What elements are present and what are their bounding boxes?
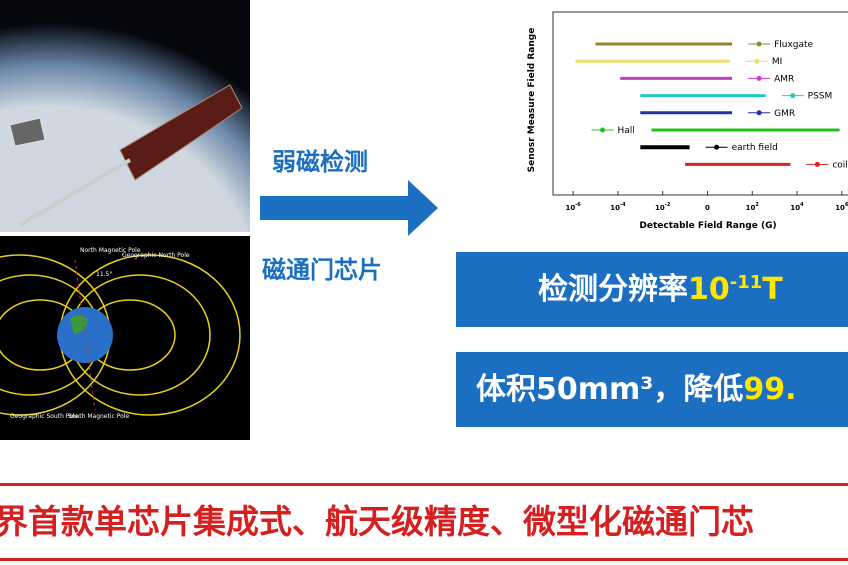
x-tick-label: 102 <box>746 202 760 212</box>
resolution-box: 检测分辨率10-11T <box>456 252 848 327</box>
legend-label: coil <box>832 160 847 170</box>
label: 11.5° <box>96 271 112 278</box>
label: South Magnetic Pole <box>68 413 129 420</box>
tick-exp: -6 <box>575 202 581 208</box>
x-tick-label: 0 <box>705 204 710 212</box>
box-value: 99. <box>743 372 797 407</box>
range-chart: Senosr Measure Field Range Detectable Fi… <box>527 11 848 231</box>
tick-exp: 2 <box>755 202 759 208</box>
arrow <box>260 180 438 236</box>
legend-label: MI <box>772 57 782 67</box>
tick-base: 10 <box>746 204 756 212</box>
arrow-top-text: 弱磁检测 <box>272 148 368 176</box>
legend-label: AMR <box>774 74 794 84</box>
box-text: 检测分辨率 <box>538 272 688 307</box>
tick-exp: 6 <box>845 202 848 208</box>
legend-label: Fluxgate <box>774 40 813 50</box>
legend-marker <box>790 93 796 99</box>
x-tick-label: 10-2 <box>655 202 671 212</box>
tick-base: 10 <box>835 204 845 212</box>
banner-text: 界首款单芯片集成式、航天级精度、微型化磁通门芯 <box>0 502 754 541</box>
frame <box>552 11 848 196</box>
tick-exp: 4 <box>800 202 804 208</box>
label: North Magnetic Pole <box>80 247 141 254</box>
legend-marker <box>600 127 606 133</box>
tick-base: 10 <box>610 204 620 212</box>
box-text: 体积50mm³，降低 <box>476 372 744 407</box>
images: North Magnetic Pole Geographic North Pol… <box>0 0 250 440</box>
tick-base: 10 <box>565 204 575 212</box>
box-value: 10 <box>688 272 730 307</box>
arrow-bottom-text: 磁通门芯片 <box>262 256 382 284</box>
tick-base: 10 <box>655 204 665 212</box>
volume-box: 体积50mm³，降低99. <box>456 352 848 427</box>
legend-marker <box>714 144 720 150</box>
legend-marker <box>756 41 762 47</box>
legend-label: PSSM <box>808 92 833 102</box>
box-unit: T <box>762 272 783 307</box>
x-tick-label: 10-4 <box>610 202 626 212</box>
x-tick-label: 106 <box>835 202 848 212</box>
x-tick-label: 10-6 <box>565 202 581 212</box>
y-label: Senosr Measure Field Range <box>527 28 537 173</box>
legend-marker <box>814 161 820 167</box>
label: Geographic South Pole <box>10 413 79 420</box>
tick-exp: -2 <box>665 202 671 208</box>
legend-label: earth field <box>732 143 778 153</box>
legend-label: Hall <box>618 126 635 136</box>
label: Geographic North Pole <box>122 252 190 259</box>
banner: 界首款单芯片集成式、航天级精度、微型化磁通门芯 <box>0 483 848 561</box>
satellite <box>9 84 243 227</box>
tick-exp: -4 <box>620 202 626 208</box>
x-label: Detectable Field Range (G) <box>639 221 776 231</box>
earth <box>57 307 113 363</box>
legend-marker <box>754 58 760 64</box>
tick-base: 10 <box>790 204 800 212</box>
field-diagram <box>0 236 250 440</box>
legend-marker <box>756 75 762 81</box>
legend-marker <box>756 110 762 116</box>
box-exp: -11 <box>729 272 763 293</box>
x-tick-label: 104 <box>790 202 804 212</box>
legend-label: GMR <box>774 109 795 119</box>
